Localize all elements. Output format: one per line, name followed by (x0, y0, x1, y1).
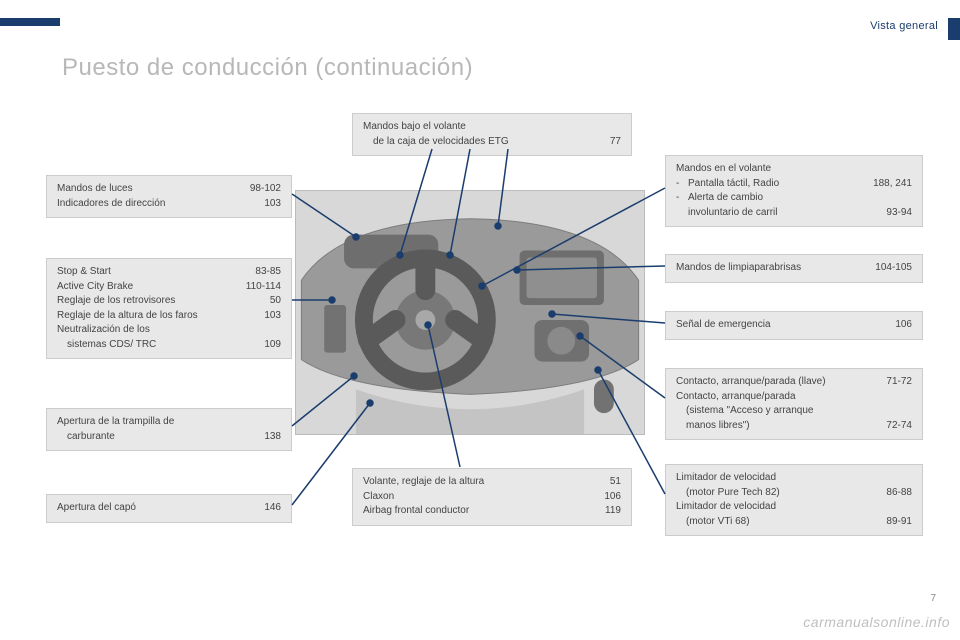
table-row: (motor Pure Tech 82)86-88 (676, 486, 912, 501)
box-steering: Mandos en el volante -Pantalla táctil, R… (665, 155, 923, 227)
table-row: Neutralización de los (57, 323, 281, 338)
box-ignition: Contacto, arranque/parada (llave)71-72 C… (665, 368, 923, 440)
table-row: Contacto, arranque/parada (676, 390, 912, 405)
table-row: Contacto, arranque/parada (llave)71-72 (676, 375, 912, 390)
steering-header: Mandos en el volante (676, 162, 912, 177)
table-row: Claxon106 (363, 490, 621, 505)
header-stripe-right (948, 18, 960, 40)
table-row: (motor VTi 68)89-91 (676, 515, 912, 530)
table-row: involuntario de carril93-94 (676, 206, 912, 221)
table-row: Stop & Start83-85 (57, 265, 281, 280)
table-row: Reglaje de la altura de los faros103 (57, 309, 281, 324)
table-row: Mandos de luces98-102 (57, 182, 281, 197)
box-wheel: Volante, reglaje de la altura51 Claxon10… (352, 468, 632, 526)
box-etg: Mandos bajo el volante de la caja de vel… (352, 113, 632, 156)
table-row: Limitador de velocidad (676, 500, 912, 515)
dashboard-svg (296, 191, 644, 434)
box-limiter: Limitador de velocidad (motor Pure Tech … (665, 464, 923, 536)
page-number: 7 (930, 593, 936, 604)
table-row: manos libres")72-74 (676, 419, 912, 434)
etg-page: 77 (579, 135, 621, 150)
page-title: Puesto de conducción (continuación) (62, 54, 473, 82)
box-hazard: Señal de emergencia106 (665, 311, 923, 340)
table-row: Active City Brake110-114 (57, 280, 281, 295)
box-mid: Stop & Start83-85 Active City Brake110-1… (46, 258, 292, 359)
section-name: Vista general (870, 20, 938, 32)
etg-label: Mandos bajo el volante (363, 120, 569, 135)
header-stripe-left (0, 18, 60, 26)
table-row: Reglaje de los retrovisores50 (57, 294, 281, 309)
box-bonnet: Apertura del capó146 (46, 494, 292, 523)
table-row: -Pantalla táctil, Radio188, 241 (676, 177, 912, 192)
table-row: Limitador de velocidad (676, 471, 912, 486)
etg-label2: de la caja de velocidades ETG (363, 135, 569, 150)
watermark: carmanualsonline.info (803, 614, 950, 630)
table-row: (sistema "Acceso y arranque (676, 404, 912, 419)
table-row: Airbag frontal conductor119 (363, 504, 621, 519)
table-row: -Alerta de cambio (676, 191, 912, 206)
table-row: sistemas CDS/ TRC109 (57, 338, 281, 353)
table-row: Indicadores de dirección103 (57, 197, 281, 212)
dashboard-illustration (295, 190, 645, 435)
box-fuel: Apertura de la trampilla de carburante13… (46, 408, 292, 451)
box-lights: Mandos de luces98-102 Indicadores de dir… (46, 175, 292, 218)
box-wipers: Mandos de limpiaparabrisas104-105 (665, 254, 923, 283)
table-row: Volante, reglaje de la altura51 (363, 475, 621, 490)
